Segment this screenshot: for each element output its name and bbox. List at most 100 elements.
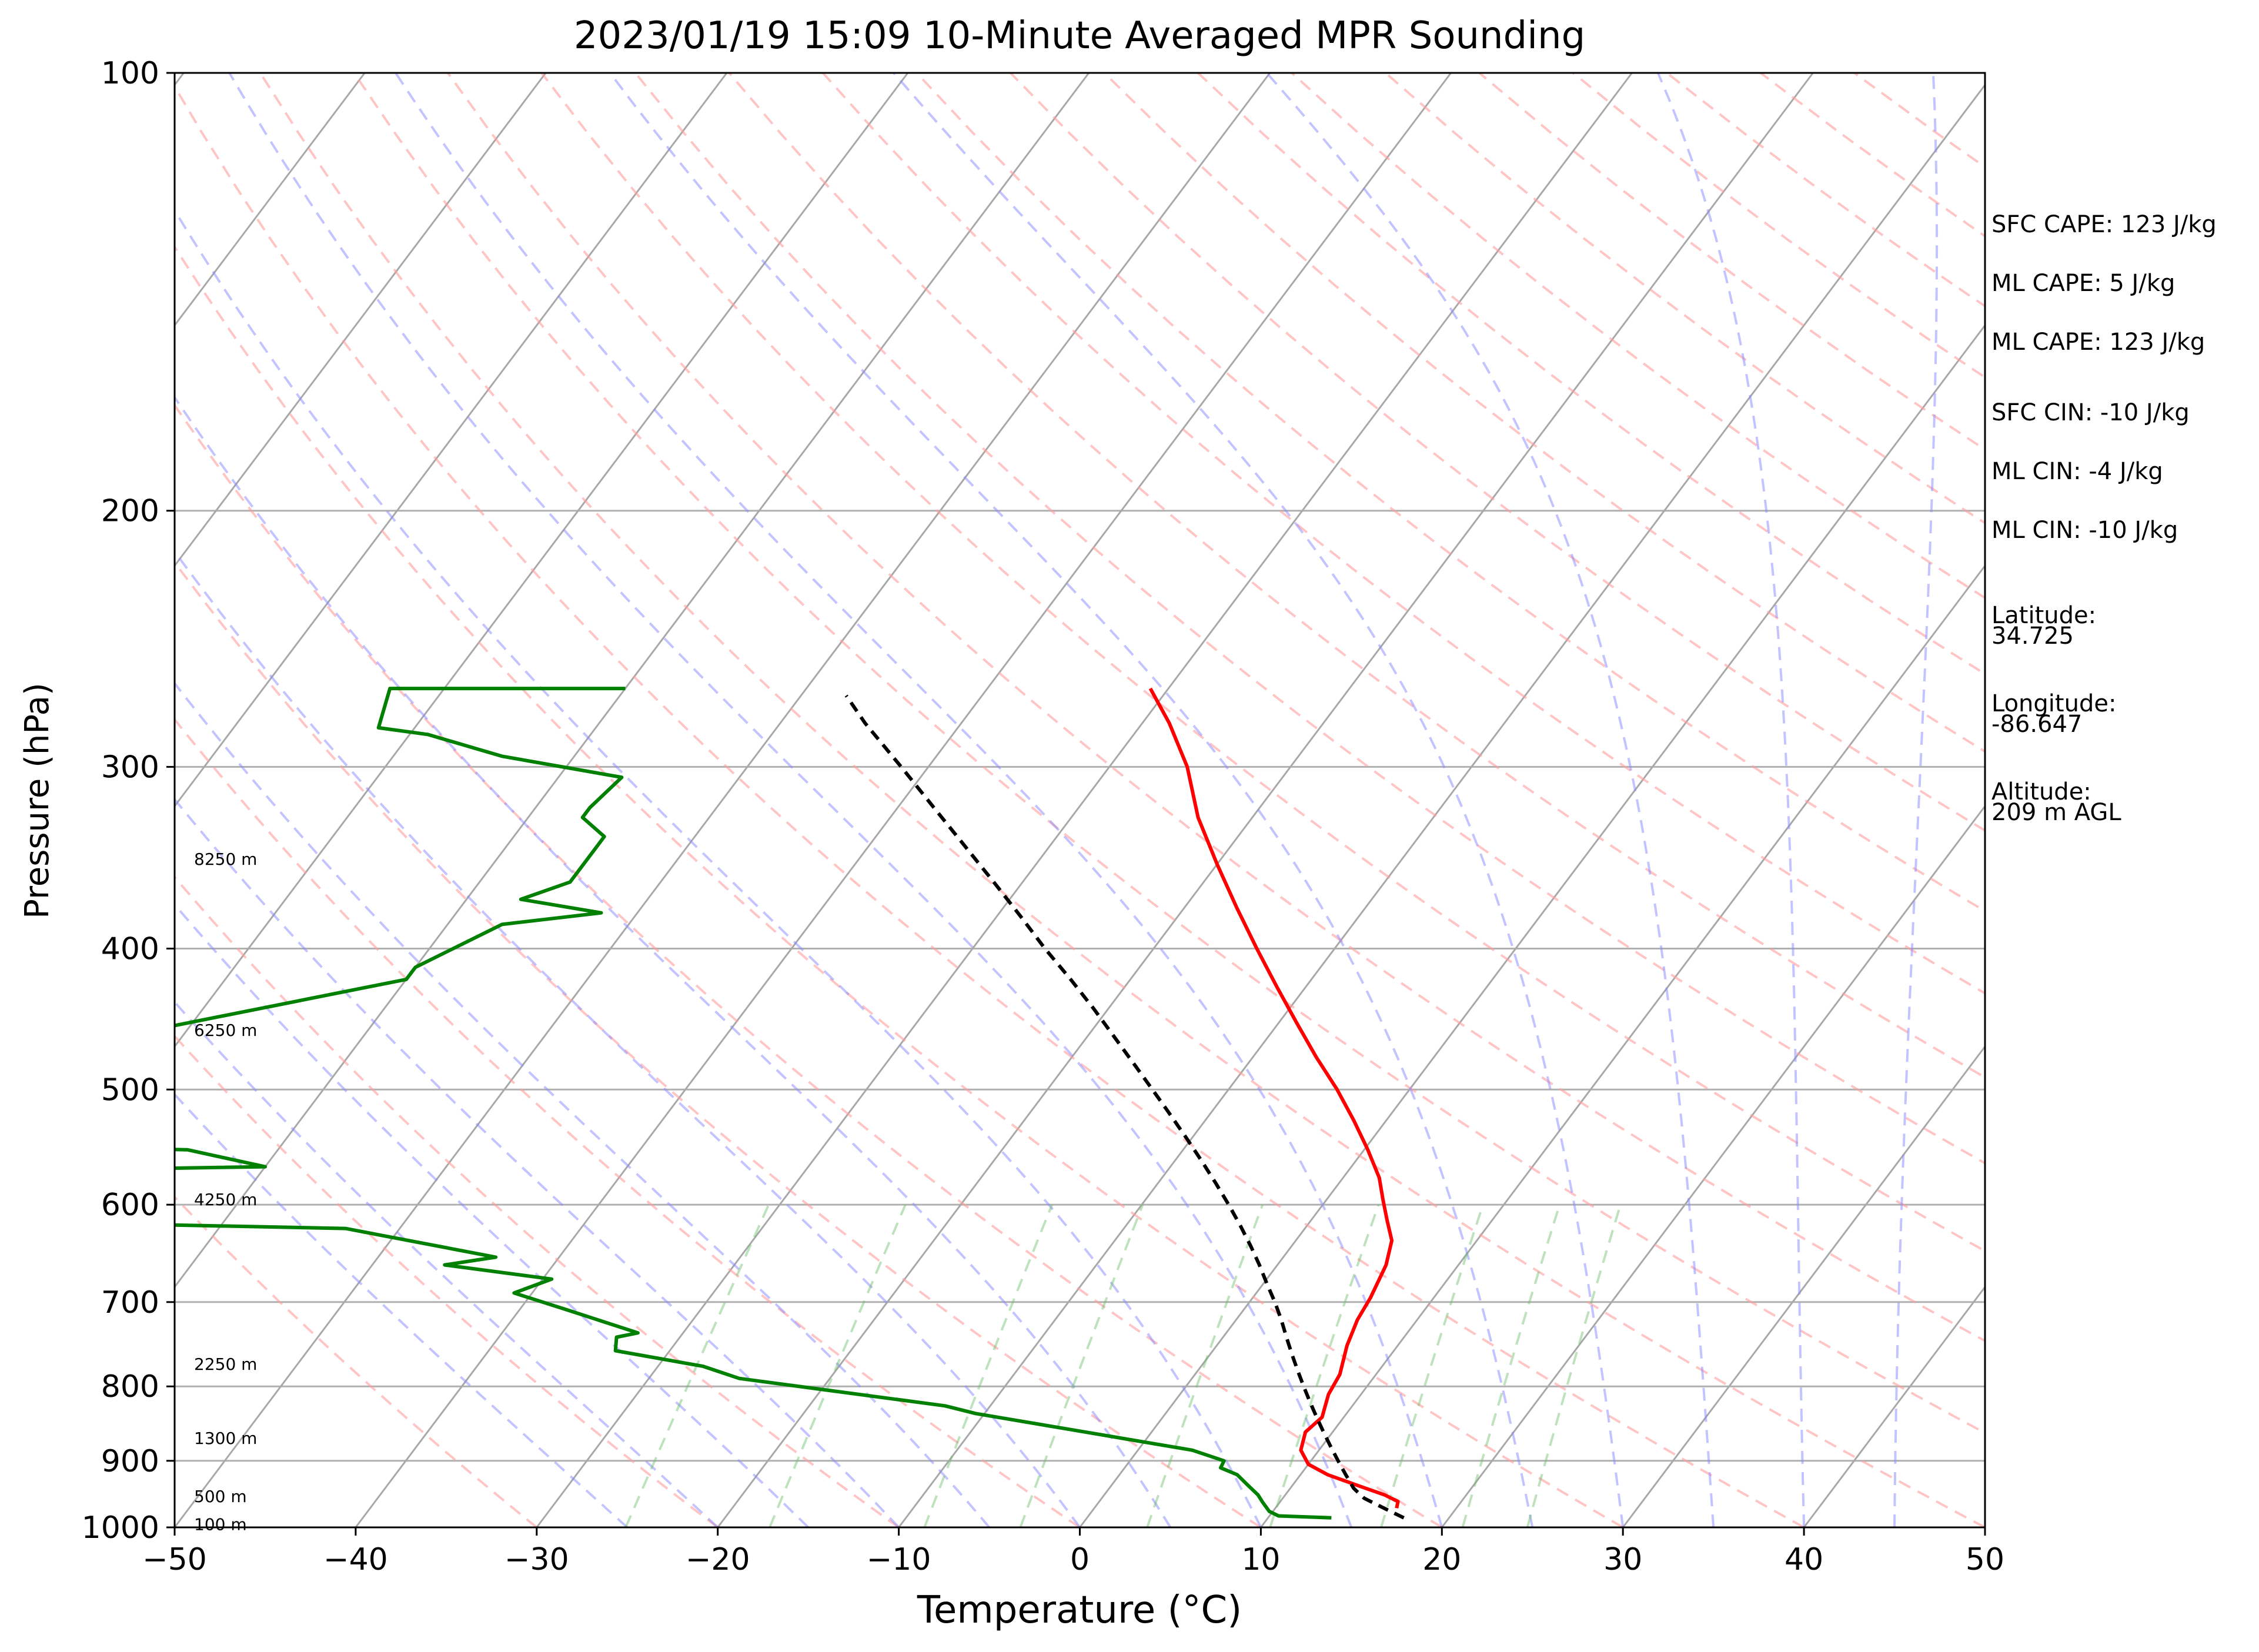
x-tick-label: 30 [1603,1542,1642,1577]
x-tick-label: 50 [1966,1542,2004,1577]
isotherm-line [1079,323,1985,1527]
ml-cape-text-2: ML CAPE: 123 J/kg [1991,329,2205,356]
moist-adiabat [395,73,1443,1527]
x-tick-label: 10 [1241,1542,1280,1577]
isotherm-line [0,73,2,1527]
mixing-ratio-line [1526,1204,1622,1527]
height-annotation: 2250 m [194,1355,257,1374]
height-annotation: 6250 m [194,1021,257,1040]
mixing-ratio-line [1461,1204,1561,1527]
dry-adiabat [175,245,1624,1527]
y-tick-label: 500 [101,1072,159,1108]
dry-adiabat [175,403,1443,1527]
x-tick-label: 40 [1785,1542,1823,1577]
x-tick-label: 20 [1422,1542,1461,1577]
moist-adiabat [175,1092,629,1527]
dry-adiabat [175,84,1805,1527]
y-tick-label: 800 [101,1369,159,1404]
mixing-ratio-line [1146,1204,1264,1527]
y-tick-label: 600 [101,1188,159,1223]
sfc-cape-text: SFC CAPE: 123 J/kg [1991,211,2217,238]
moist-adiabat [609,73,1534,1527]
series-line-1 [175,687,1332,1520]
dry-adiabat [540,73,1985,1253]
x-tick-label: −20 [686,1542,750,1577]
isotherm-line [1622,1045,1985,1527]
dry-adiabat [175,560,1262,1527]
mixing-ratio-line [768,1204,907,1527]
isotherm-line [717,73,1814,1527]
height-annotation: 500 m [194,1487,247,1506]
isotherm-line [1441,804,1985,1527]
y-axis-label: Pressure (hPa) [18,683,56,919]
moist-adiabat [228,73,1353,1527]
isotherm-line [536,73,1633,1527]
isotherm-line [898,83,1985,1527]
moist-adiabat [893,73,1625,1527]
y-axis-ticks: 100 200 300 400 500 600 700 800 900 1000 [82,56,175,1546]
height-annotation: 100 m [194,1515,247,1534]
y-tick-label: 200 [101,494,159,529]
isotherm-line [175,73,547,567]
series-line-0 [1148,687,1400,1509]
moist-adiabat [175,208,1262,1527]
chart-title: 2023/01/19 15:09 10-Minute Averaged MPR … [574,14,1585,58]
y-tick-label: 700 [101,1285,159,1320]
isotherm-line [175,73,366,327]
moist-adiabat [175,395,1172,1527]
mixing-ratio-line [1379,1204,1485,1527]
altitude-value: 209 m AGL [1991,799,2121,826]
dry-adiabat [259,73,1985,1527]
dry-adiabat [446,73,1985,1343]
moist-adiabat [175,1000,719,1527]
series-layer [175,687,1405,1520]
ml-cape-text-1: ML CAPE: 5 J/kg [1991,270,2176,297]
moist-adiabat [175,902,810,1527]
series-line-2 [844,694,1405,1520]
dry-adiabat [353,73,1985,1434]
mixing-ratio-line [1269,1204,1380,1527]
plot-frame [173,72,1986,1529]
height-annotations: 8250 m 6250 m 4250 m 2250 m 1300 m 500 m 100 m [194,850,257,1534]
dry-adiabat [175,717,1081,1527]
y-tick-label: 900 [101,1444,159,1479]
dry-adiabat [175,1195,538,1527]
height-annotation: 8250 m [194,850,257,869]
moist-adiabat [1656,73,1806,1527]
longitude-label: Longitude: [1991,690,2117,717]
dry-adiabat [175,1034,719,1527]
x-tick-label: −40 [323,1542,388,1577]
latitude-label: Latitude: [1991,602,2097,629]
sfc-cin-text: SFC CIN: -10 J/kg [1991,399,2190,426]
latitude-value: 34.725 [1991,623,2074,650]
x-axis-label: Temperature (°C) [917,1589,1242,1632]
altitude-label: Altitude: [1991,778,2091,805]
isotherm-line [175,73,909,1048]
y-tick-label: 100 [101,56,159,91]
dry-adiabat [634,73,1985,1165]
grid-layer [0,73,1985,1527]
isotherm-line [175,73,728,808]
ml-cin-text-1: ML CIN: -4 J/kg [1991,458,2163,485]
isotherm-line [175,73,1271,1527]
dry-adiabat [175,875,900,1527]
mixing-ratio-line [923,1204,1054,1527]
isotherm-line [355,73,1452,1527]
dry-adiabat [728,73,1985,1079]
isotherm-line [175,73,1090,1289]
x-tick-label: −50 [142,1542,207,1577]
mixing-ratio-line [1019,1204,1144,1527]
y-tick-label: 400 [101,931,159,967]
height-annotation: 1300 m [194,1429,257,1448]
x-tick-label: 0 [1070,1542,1090,1577]
dry-adiabat [1103,73,1985,753]
moist-adiabat [175,549,1081,1527]
moist-adiabat [1265,73,1715,1527]
moist-adiabat [175,681,991,1527]
longitude-value: -86.647 [1991,711,2083,738]
x-tick-label: −10 [867,1542,931,1577]
y-tick-label: 1000 [82,1510,159,1546]
moist-adiabat [1893,73,1939,1527]
height-annotation: 4250 m [194,1190,257,1209]
